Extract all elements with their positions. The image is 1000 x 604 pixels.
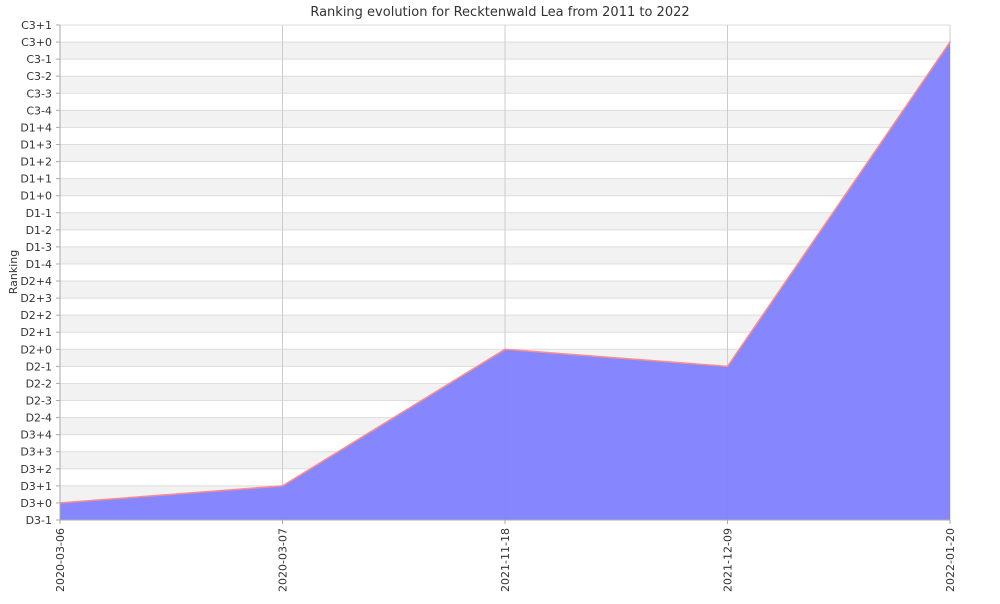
y-tick-label: D3+3	[20, 446, 52, 459]
data-point	[726, 365, 729, 368]
y-tick-label: D1+1	[20, 173, 52, 186]
x-tick-label: 2020-03-06	[54, 528, 67, 592]
data-point	[504, 348, 506, 351]
y-tick-label: D2-1	[26, 360, 52, 373]
y-tick-label: C3-3	[26, 87, 52, 100]
y-tick-label: D1-1	[26, 207, 52, 220]
y-tick-label: D3-1	[26, 514, 52, 527]
area-fill	[60, 42, 950, 520]
data-point	[949, 41, 951, 43]
y-tick-label: D3+1	[20, 480, 52, 493]
x-tick-label: 2020-03-07	[277, 528, 290, 592]
y-tick-label: C3+1	[21, 19, 52, 32]
y-tick-label: D1-4	[26, 258, 52, 271]
x-tick-label: 2021-12-09	[722, 528, 735, 592]
y-tick-label: D2+4	[20, 275, 52, 288]
y-tick-label: D1-2	[26, 224, 52, 237]
x-tick-label: 2022-01-20	[944, 528, 957, 592]
data-point	[281, 485, 284, 487]
y-tick-label: D2+3	[20, 292, 52, 305]
y-tick-label: D1+4	[20, 121, 52, 134]
y-axis-label: Ranking	[7, 250, 20, 295]
y-tick-label: C3-2	[26, 70, 52, 83]
y-tick-label: D1-3	[26, 241, 52, 254]
y-tick-label: D1+0	[20, 190, 52, 203]
y-tick-label: D3+2	[20, 463, 52, 476]
y-tick-label: D2-3	[26, 395, 52, 408]
y-tick-label: D2-2	[26, 377, 52, 390]
y-tick-label: D2+1	[20, 326, 52, 339]
chart-title: Ranking evolution for Recktenwald Lea fr…	[310, 5, 689, 20]
x-tick-label: 2021-11-18	[499, 528, 512, 592]
y-tick-label: C3-1	[26, 53, 52, 66]
y-tick-label: C3+0	[21, 36, 52, 49]
y-tick-label: D2-4	[26, 412, 52, 425]
y-tick-label: D3+4	[20, 429, 52, 442]
y-tick-label: C3-4	[26, 104, 52, 117]
y-tick-label: D1+3	[20, 138, 52, 151]
y-tick-label: D2+0	[20, 343, 52, 356]
y-tick-label: D1+2	[20, 156, 52, 169]
y-tick-label: D2+2	[20, 309, 52, 322]
y-tick-label: D3+0	[20, 497, 52, 510]
